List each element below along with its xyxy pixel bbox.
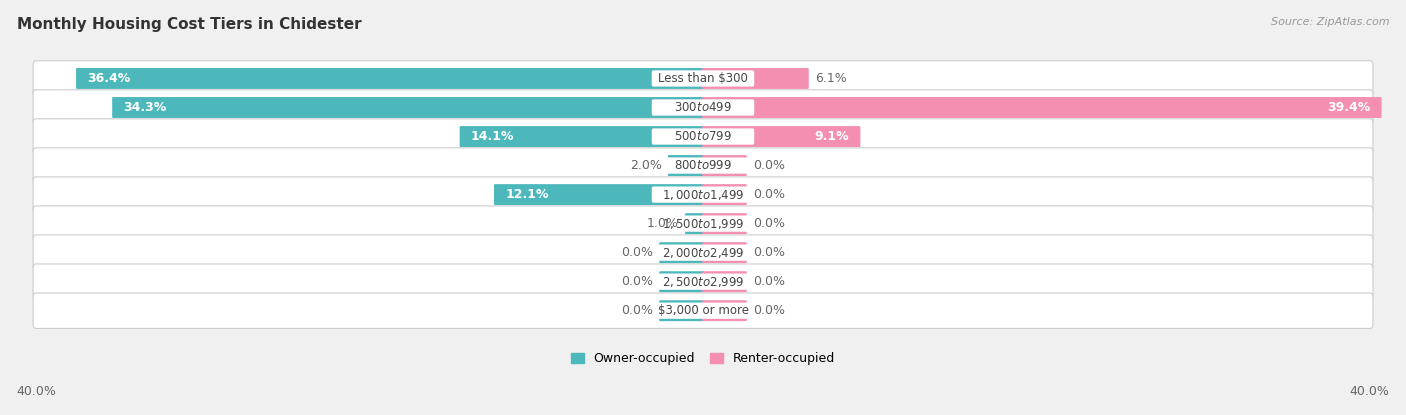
Text: 36.4%: 36.4% (87, 72, 131, 85)
Text: $3,000 or more: $3,000 or more (658, 304, 748, 317)
FancyBboxPatch shape (652, 71, 754, 87)
FancyBboxPatch shape (34, 119, 1372, 154)
Text: 2.0%: 2.0% (630, 159, 662, 172)
Text: 6.1%: 6.1% (815, 72, 846, 85)
Text: 0.0%: 0.0% (621, 304, 654, 317)
Text: 0.0%: 0.0% (752, 217, 785, 230)
FancyBboxPatch shape (34, 235, 1372, 270)
Text: 0.0%: 0.0% (752, 246, 785, 259)
Text: 0.0%: 0.0% (752, 275, 785, 288)
Text: Source: ZipAtlas.com: Source: ZipAtlas.com (1271, 17, 1389, 27)
FancyBboxPatch shape (659, 271, 704, 292)
FancyBboxPatch shape (652, 157, 754, 174)
FancyBboxPatch shape (652, 244, 754, 261)
Text: 0.0%: 0.0% (621, 275, 654, 288)
FancyBboxPatch shape (702, 126, 860, 147)
Text: 40.0%: 40.0% (17, 386, 56, 398)
FancyBboxPatch shape (652, 215, 754, 232)
FancyBboxPatch shape (659, 242, 704, 263)
FancyBboxPatch shape (34, 61, 1372, 96)
FancyBboxPatch shape (34, 148, 1372, 183)
FancyBboxPatch shape (34, 206, 1372, 241)
Text: 34.3%: 34.3% (124, 101, 166, 114)
Text: $1,000 to $1,499: $1,000 to $1,499 (662, 188, 744, 202)
FancyBboxPatch shape (34, 90, 1372, 125)
FancyBboxPatch shape (112, 97, 704, 118)
Text: 39.4%: 39.4% (1327, 101, 1371, 114)
Legend: Owner-occupied, Renter-occupied: Owner-occupied, Renter-occupied (571, 352, 835, 366)
FancyBboxPatch shape (652, 303, 754, 319)
FancyBboxPatch shape (702, 213, 747, 234)
FancyBboxPatch shape (659, 300, 704, 321)
FancyBboxPatch shape (702, 271, 747, 292)
Text: $1,500 to $1,999: $1,500 to $1,999 (662, 217, 744, 231)
FancyBboxPatch shape (34, 264, 1372, 299)
Text: 9.1%: 9.1% (814, 130, 849, 143)
Text: 0.0%: 0.0% (621, 246, 654, 259)
FancyBboxPatch shape (702, 184, 747, 205)
FancyBboxPatch shape (652, 128, 754, 145)
FancyBboxPatch shape (34, 293, 1372, 328)
Text: 1.0%: 1.0% (647, 217, 679, 230)
Text: 40.0%: 40.0% (1350, 386, 1389, 398)
FancyBboxPatch shape (652, 99, 754, 116)
Text: Monthly Housing Cost Tiers in Chidester: Monthly Housing Cost Tiers in Chidester (17, 17, 361, 32)
FancyBboxPatch shape (702, 155, 747, 176)
Text: 0.0%: 0.0% (752, 304, 785, 317)
FancyBboxPatch shape (652, 186, 754, 203)
FancyBboxPatch shape (702, 68, 808, 89)
Text: 14.1%: 14.1% (471, 130, 515, 143)
Text: $500 to $799: $500 to $799 (673, 130, 733, 143)
FancyBboxPatch shape (76, 68, 704, 89)
FancyBboxPatch shape (460, 126, 704, 147)
FancyBboxPatch shape (702, 97, 1382, 118)
Text: $2,500 to $2,999: $2,500 to $2,999 (662, 275, 744, 289)
Text: 12.1%: 12.1% (505, 188, 548, 201)
FancyBboxPatch shape (702, 300, 747, 321)
Text: 0.0%: 0.0% (752, 188, 785, 201)
FancyBboxPatch shape (34, 177, 1372, 212)
Text: $300 to $499: $300 to $499 (673, 101, 733, 114)
Text: $2,000 to $2,499: $2,000 to $2,499 (662, 246, 744, 260)
FancyBboxPatch shape (685, 213, 704, 234)
FancyBboxPatch shape (494, 184, 704, 205)
Text: 0.0%: 0.0% (752, 159, 785, 172)
FancyBboxPatch shape (668, 155, 704, 176)
FancyBboxPatch shape (652, 273, 754, 290)
FancyBboxPatch shape (702, 242, 747, 263)
Text: $800 to $999: $800 to $999 (673, 159, 733, 172)
Text: Less than $300: Less than $300 (658, 72, 748, 85)
